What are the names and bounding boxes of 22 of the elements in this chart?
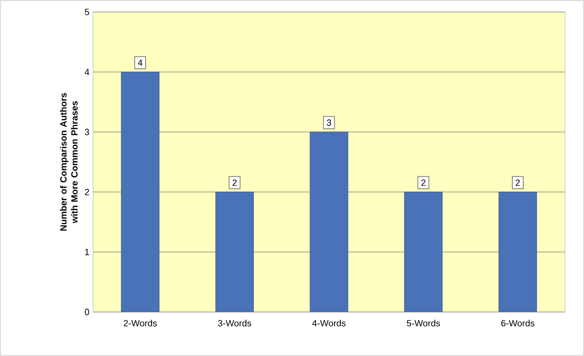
y-tick-label: 0 [84,308,90,316]
x-tick-label: 5-Words [406,320,440,326]
x-tick-label: 4-Words [312,320,346,326]
x-tick-label: 2-Words [124,320,157,326]
bar [404,192,443,312]
bar [498,192,537,312]
x-tick-label: 3-Words [218,320,252,326]
y-tick-label: 4 [84,68,90,76]
data-label: 2 [421,180,426,186]
data-label: 3 [326,119,332,126]
y-tick-label: 1 [85,248,90,256]
y-axis-title: Number of Comparison Authors with More Common Phrases [60,93,78,231]
bar [215,192,254,312]
x-tick-label: 6-Words [501,320,534,326]
data-label: 2 [516,180,520,186]
y-tick-label: 3 [84,128,90,136]
y-tick-label: 2 [84,188,90,196]
bar [121,72,160,312]
data-label: 2 [232,180,237,186]
y-tick-label: 5 [84,8,90,16]
data-label: 4 [138,60,142,66]
bar [310,132,348,312]
